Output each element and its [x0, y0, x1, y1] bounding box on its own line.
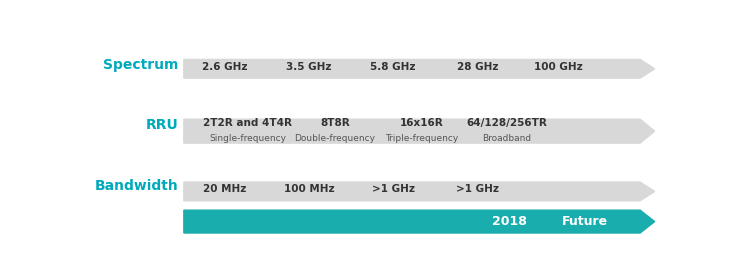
Text: Future: Future	[562, 215, 608, 228]
Text: 100 GHz: 100 GHz	[534, 62, 584, 72]
Text: 64/128/256TR: 64/128/256TR	[466, 119, 547, 129]
FancyArrow shape	[184, 182, 655, 201]
FancyArrow shape	[184, 59, 655, 78]
Text: Spectrum: Spectrum	[103, 58, 178, 72]
Text: 20 MHz: 20 MHz	[202, 184, 246, 194]
Text: 8T8R: 8T8R	[320, 119, 350, 129]
Text: 2T2R and 4T4R: 2T2R and 4T4R	[203, 119, 292, 129]
Text: Broadband: Broadband	[482, 133, 531, 143]
Text: Double-frequency: Double-frequency	[295, 133, 376, 143]
Text: >1 GHz: >1 GHz	[371, 184, 415, 194]
FancyArrow shape	[184, 210, 655, 233]
Text: 100 MHz: 100 MHz	[284, 184, 334, 194]
Text: RRU: RRU	[146, 118, 178, 132]
Text: >1 GHz: >1 GHz	[456, 184, 499, 194]
Text: 3.5 GHz: 3.5 GHz	[286, 62, 332, 72]
Text: Bandwidth: Bandwidth	[94, 179, 178, 193]
Text: 2.6 GHz: 2.6 GHz	[202, 62, 248, 72]
Text: 28 GHz: 28 GHz	[457, 62, 498, 72]
FancyArrow shape	[184, 119, 655, 143]
Text: 16x16R: 16x16R	[400, 119, 444, 129]
Text: 5.8 GHz: 5.8 GHz	[370, 62, 416, 72]
Text: Single-frequency: Single-frequency	[209, 133, 286, 143]
Text: 2018: 2018	[492, 215, 526, 228]
Text: Triple-frequency: Triple-frequency	[386, 133, 459, 143]
